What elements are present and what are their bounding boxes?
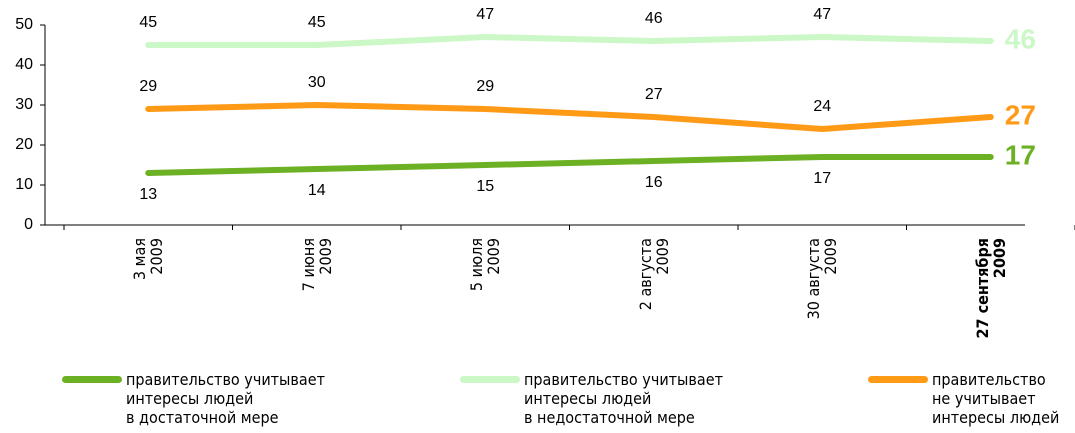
value-label: 45 (308, 14, 326, 31)
x-tick-label: 2 августа 2009 (635, 238, 672, 311)
value-label: 29 (139, 78, 157, 95)
legend-swatch (62, 376, 122, 383)
x-tick-label: 5 июля 2009 (467, 238, 504, 292)
x-tick-label: 27 сентября 2009 (972, 238, 1009, 339)
series-line (145, 102, 994, 132)
value-label: 47 (476, 6, 494, 23)
series-line (145, 154, 994, 176)
value-label: 47 (813, 6, 831, 23)
value-label: 46 (645, 10, 663, 27)
legend-swatch (460, 376, 520, 383)
value-label: 17 (813, 170, 831, 187)
value-label: 29 (476, 78, 494, 95)
x-tick-label: 3 мая 2009 (130, 238, 167, 281)
x-tick-label: 30 августа 2009 (804, 238, 841, 320)
y-tick-label: 40 (15, 56, 33, 73)
value-label: 15 (476, 178, 494, 195)
end-value-label: 27 (1005, 99, 1036, 130)
end-value-label: 17 (1005, 139, 1036, 170)
y-tick-label: 0 (24, 216, 33, 233)
y-tick-label: 10 (15, 176, 33, 193)
y-tick-label: 30 (15, 96, 33, 113)
value-label: 27 (645, 86, 663, 103)
end-value-label: 46 (1005, 23, 1036, 54)
series-line (145, 34, 994, 48)
y-tick-label: 20 (15, 136, 33, 153)
value-label: 24 (813, 98, 831, 115)
legend-label: правительство учитывает интересы людей в… (524, 370, 723, 427)
value-label: 14 (308, 182, 326, 199)
value-label: 30 (308, 74, 326, 91)
x-tick-label: 7 июня 2009 (298, 238, 335, 292)
legend-label: правительство не учитывает интересы люде… (932, 370, 1060, 427)
legend-swatch (868, 376, 928, 383)
legend-label: правительство учитывает интересы людей в… (126, 370, 325, 427)
value-label: 16 (645, 174, 663, 191)
value-label: 45 (139, 14, 157, 31)
y-tick-label: 50 (15, 16, 33, 33)
value-label: 13 (139, 186, 157, 203)
